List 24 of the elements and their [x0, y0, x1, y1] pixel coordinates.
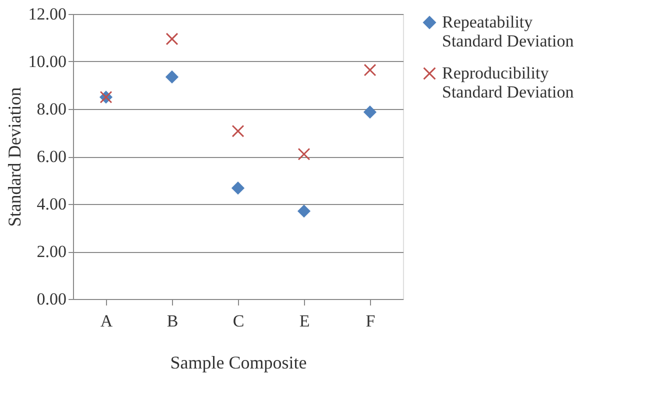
y-axis-title: Standard Deviation — [4, 87, 24, 227]
y-tick-label: 10.00 — [28, 52, 66, 71]
x-tick-label: A — [100, 312, 114, 330]
x-tick-label: E — [299, 312, 310, 330]
point — [166, 32, 178, 46]
point — [166, 70, 178, 84]
x-tick-label: B — [166, 312, 178, 330]
point — [364, 64, 376, 76]
y-tick-label: 4.00 — [36, 194, 66, 214]
y-tick-label: 6.00 — [36, 147, 66, 166]
x-tick-label: C — [232, 312, 244, 330]
point — [364, 106, 376, 118]
y-tick-label: 0.00 — [36, 290, 66, 308]
y-tick-label: 2.00 — [36, 242, 66, 261]
legend-label: Repeatability Standard Deviation — [442, 12, 574, 50]
x-axis-title: Sample Composite — [170, 352, 307, 372]
point — [298, 204, 310, 218]
point — [298, 148, 310, 160]
y-tick-label: 8.00 — [36, 100, 66, 118]
y-tick-label: 12.00 — [28, 4, 66, 24]
point — [232, 124, 244, 138]
point — [232, 182, 244, 194]
legend-label: Reproducibility Standard Deviation — [442, 64, 574, 102]
x-tick-label: F — [366, 312, 376, 330]
